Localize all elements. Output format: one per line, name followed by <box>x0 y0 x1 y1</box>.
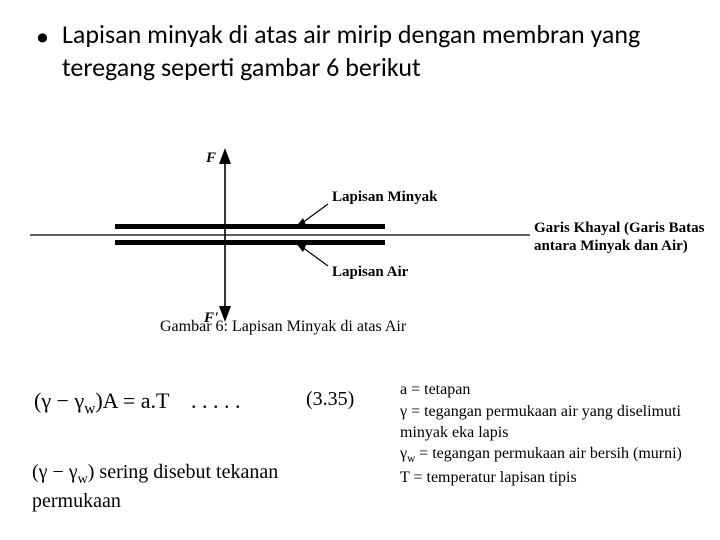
bullet-paragraph: • Lapisan minyak di atas air mirip denga… <box>36 18 686 83</box>
lapisan-air-label: Lapisan Air <box>332 264 409 280</box>
def-gamma: γ = tegangan permukaan air yang diselimu… <box>400 402 700 444</box>
eq-lhs-sub: w <box>84 400 95 417</box>
eq-dots: . . . . . <box>191 388 241 413</box>
equation-number: (3.35) <box>306 388 354 411</box>
bullet-dot: • <box>36 20 49 53</box>
def-t: T = temperatur lapisan tipis <box>400 468 700 489</box>
figure-6: F F' Lapisan Minyak Lapisan Air Garis Kh… <box>30 140 710 330</box>
force-top-label: F <box>205 150 216 166</box>
lapisan-minyak-label: Lapisan Minyak <box>332 189 438 205</box>
def-gammaw: γw = tegangan permukaan air bersih (murn… <box>400 444 700 467</box>
eq-lhs-open: (γ − γ <box>34 388 84 413</box>
pressure-line1sub: w <box>78 472 88 487</box>
figure-caption: Gambar 6: Lapisan Minyak di atas Air <box>160 318 406 336</box>
pressure-line2: permukaan <box>32 490 121 512</box>
pressure-note: (γ − γw) sering disebut tekanan permukaa… <box>32 460 362 513</box>
bullet-text: Lapisan minyak di atas air mirip dengan … <box>62 18 686 83</box>
definitions: a = tetapan γ = tegangan permukaan air y… <box>400 380 700 490</box>
def-a: a = tetapan <box>400 380 700 401</box>
pressure-line1a: (γ − γ <box>32 461 78 483</box>
garis-khayal-line2: antara Minyak dan Air) <box>534 238 688 254</box>
garis-khayal-line1: Garis Khayal (Garis Batas <box>534 220 705 236</box>
pressure-line1b: ) sering disebut tekanan <box>88 461 279 483</box>
eq-lhs-close: )A = a.T <box>95 388 169 413</box>
